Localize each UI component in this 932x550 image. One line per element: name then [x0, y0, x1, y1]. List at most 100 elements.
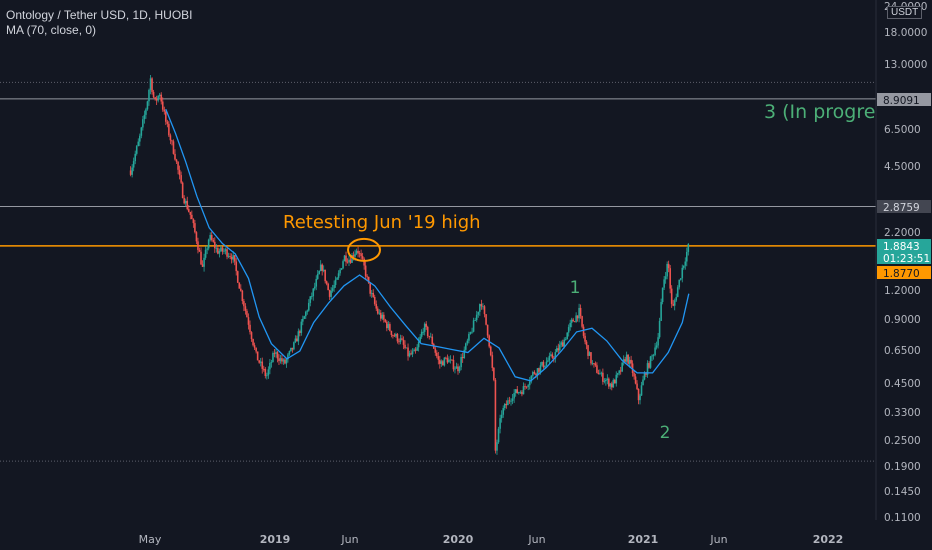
- candle-body: [259, 361, 262, 363]
- annotation-text[interactable]: 2: [660, 423, 671, 443]
- candle-body: [436, 352, 438, 357]
- candle-body: [243, 301, 245, 307]
- candle-body: [378, 312, 381, 314]
- candle-body: [521, 391, 523, 395]
- candle-body: [361, 256, 364, 259]
- candle-body: [151, 78, 153, 92]
- candle-body: [220, 247, 222, 252]
- candle-body: [171, 140, 173, 142]
- candle-body: [316, 274, 319, 279]
- candle-body: [440, 361, 443, 364]
- symbol-title[interactable]: Ontology / Tether USD, 1D, HUOBI: [6, 8, 193, 22]
- candle-body: [352, 255, 355, 257]
- candle-body: [585, 341, 588, 346]
- candle-body: [393, 335, 396, 337]
- candle-body: [376, 308, 379, 314]
- candle-body: [299, 331, 301, 333]
- candle-body: [675, 297, 678, 301]
- candle-body: [138, 135, 141, 142]
- candle-body: [666, 263, 668, 277]
- candle-body: [315, 278, 318, 287]
- annotation-text[interactable]: Retesting Jun '19 high: [283, 212, 481, 233]
- candle-body: [304, 311, 307, 317]
- candle-body: [278, 358, 280, 362]
- candle-body: [554, 352, 557, 359]
- candle-body: [343, 255, 346, 262]
- annotation-text[interactable]: 1: [570, 278, 581, 298]
- candle-body: [658, 320, 661, 338]
- y-tick-label: 0.3300: [884, 407, 921, 419]
- candle-body: [557, 348, 560, 351]
- candle-body: [516, 389, 519, 394]
- candle-body: [661, 287, 664, 303]
- candle-body: [131, 167, 133, 175]
- candle-body: [319, 264, 322, 272]
- candle-body: [606, 378, 609, 380]
- candle-body: [256, 351, 259, 361]
- candle-body: [300, 321, 303, 333]
- candle-body: [195, 232, 198, 242]
- candle-body: [215, 248, 218, 249]
- candle-body: [454, 368, 456, 370]
- candle-body: [334, 279, 337, 285]
- candle-body: [676, 287, 679, 298]
- candle-body: [648, 363, 650, 368]
- candle-body: [252, 339, 254, 346]
- candle-body: [539, 365, 542, 372]
- candle-body: [165, 111, 167, 122]
- candle-body: [578, 307, 580, 319]
- candle-body: [276, 352, 279, 359]
- candle-body: [560, 342, 563, 345]
- currency-label[interactable]: USDT: [887, 6, 923, 19]
- candle-body: [351, 255, 353, 263]
- candle-body: [287, 354, 289, 360]
- price-label-box: [877, 266, 931, 279]
- candle-body: [610, 383, 613, 388]
- moving-average-line[interactable]: [165, 108, 690, 382]
- candle-body: [556, 348, 558, 353]
- candle-body: [558, 344, 561, 351]
- candle-body: [360, 253, 362, 257]
- candle-body: [145, 109, 147, 115]
- highlight-ellipse[interactable]: [347, 237, 382, 262]
- candle-body: [370, 292, 373, 294]
- candle-body: [318, 271, 321, 275]
- candle-body: [615, 374, 618, 384]
- annotation-text[interactable]: 3 (In progress): [764, 101, 903, 123]
- candle-body: [143, 114, 146, 120]
- candle-body: [224, 249, 227, 251]
- candle-body: [266, 375, 268, 377]
- candle-body: [569, 322, 571, 328]
- candle-body: [431, 336, 434, 345]
- candle-body: [134, 153, 137, 162]
- candle-body: [404, 344, 406, 349]
- candle-body: [189, 211, 192, 215]
- candle-body: [210, 234, 213, 240]
- time-axis[interactable]: [0, 530, 876, 550]
- candle-body: [417, 341, 420, 348]
- candle-body: [132, 161, 135, 168]
- candle-body: [508, 400, 511, 402]
- candle-body: [619, 370, 622, 372]
- candle-body: [383, 314, 385, 320]
- candle-body: [542, 361, 545, 368]
- price-label-box: [877, 251, 931, 264]
- candle-body: [651, 355, 653, 357]
- y-tick-label: 13.0000: [884, 59, 927, 71]
- price-label: 2.8759: [883, 202, 920, 214]
- candle-body: [524, 386, 526, 387]
- indicator-label[interactable]: MA (70, close, 0): [6, 23, 97, 37]
- candle-body: [627, 354, 629, 364]
- candle-body: [235, 261, 238, 272]
- candle-body: [346, 261, 349, 263]
- candle-body: [229, 256, 231, 257]
- candle-body: [285, 359, 288, 364]
- candle-body: [232, 255, 234, 260]
- candle-body: [223, 250, 225, 252]
- x-tick-label: 2022: [813, 533, 844, 546]
- candle-body: [544, 365, 546, 368]
- candle-body: [660, 302, 662, 321]
- candle-body: [168, 123, 170, 136]
- candle-body: [624, 359, 626, 362]
